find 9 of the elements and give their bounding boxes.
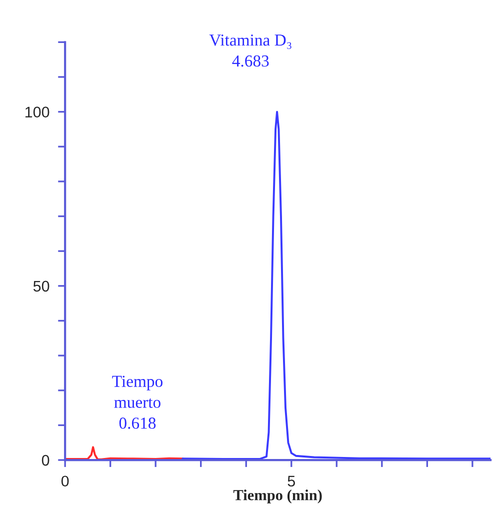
y-tick-label: 50 <box>33 280 50 292</box>
x-tick-label: 5 <box>288 476 295 487</box>
annotation: Tiempo muerto 0.618 <box>112 376 162 429</box>
line-series <box>65 446 184 460</box>
y-tick-label: 0 <box>42 454 50 466</box>
y-tick-label: 100 <box>25 106 50 118</box>
line-series <box>182 110 491 460</box>
x-axis-title: Tiempo (min) <box>233 490 322 504</box>
annotation: Vitamina D₃ 4.683 <box>209 34 292 67</box>
